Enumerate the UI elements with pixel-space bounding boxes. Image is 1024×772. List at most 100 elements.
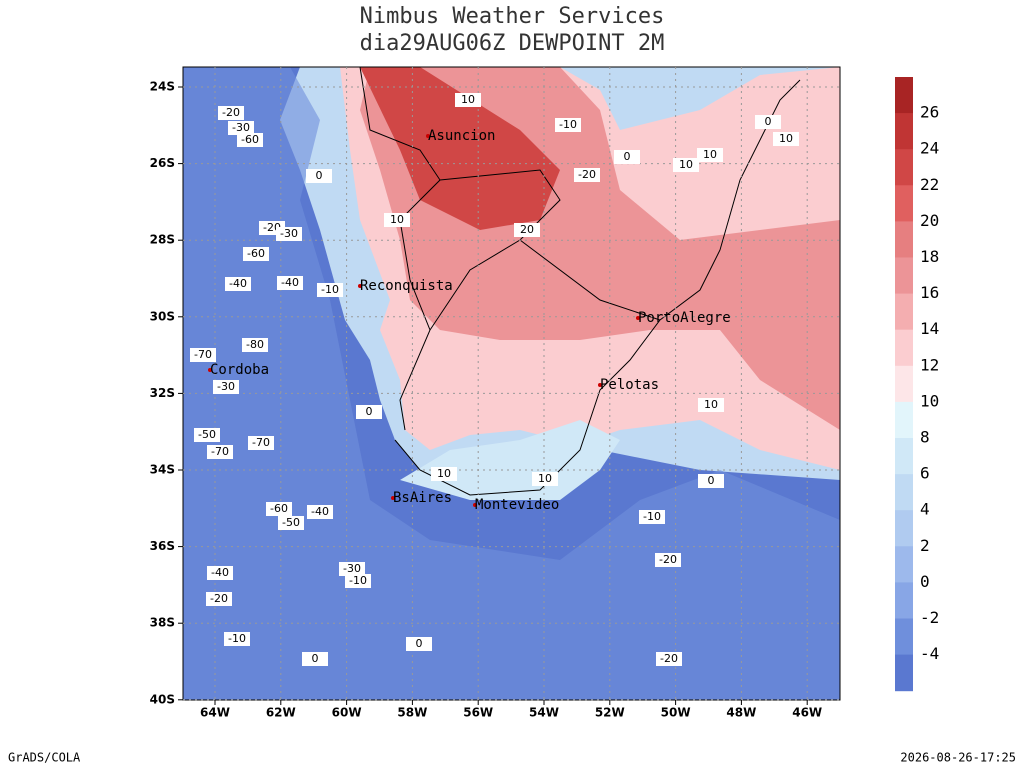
- coastline: [394, 79, 801, 496]
- contour-label-bg: [673, 158, 699, 172]
- contour-label: -10: [349, 574, 367, 587]
- contour-label-bg: [224, 632, 250, 646]
- city-name: Cordoba: [210, 362, 269, 378]
- contour-label: -20: [578, 168, 596, 181]
- contour-label-bg: [302, 652, 328, 666]
- lat-label: 34S: [150, 463, 175, 477]
- map-frame: [182, 66, 841, 701]
- colorbar-box: [895, 510, 913, 547]
- contour-label: 0: [765, 115, 772, 128]
- contour-label-bg: [698, 398, 724, 412]
- contour-label-bg: [655, 553, 681, 567]
- contour-label: -40: [211, 566, 229, 579]
- contour-label: -20: [660, 652, 678, 665]
- contour-label: -70: [194, 348, 212, 361]
- lon-label: 58W: [397, 706, 427, 720]
- lon-label: 46W: [792, 706, 822, 720]
- colorbar-box: [895, 365, 913, 403]
- contour-label-bg: [755, 115, 781, 129]
- colorbar-box: [895, 293, 913, 331]
- contour-label: 0: [624, 150, 631, 163]
- contour-label-bg: [532, 472, 558, 486]
- lat-label: 24S: [150, 80, 175, 94]
- lon-label: 52W: [595, 706, 625, 720]
- colorbar-label: 0: [920, 572, 930, 591]
- contour-label-bg: [207, 445, 233, 459]
- contour-label: 10: [538, 472, 552, 485]
- footer-right: 2026-08-26-17:25: [900, 751, 1016, 765]
- contour-label: 0: [312, 652, 319, 665]
- contour-label: -70: [211, 445, 229, 458]
- colorbar-box: [895, 618, 913, 656]
- contour-label-bg: [248, 436, 274, 450]
- contour-label: 0: [366, 405, 373, 418]
- lon-label: 62W: [266, 706, 296, 720]
- city-name: PortoAlegre: [638, 310, 731, 326]
- colorbar-label: 2: [920, 536, 930, 555]
- contour-label-bg: [384, 213, 410, 227]
- city-name: Montevideo: [475, 497, 559, 513]
- lon-label: 50W: [661, 706, 691, 720]
- contour-label: -20: [659, 553, 677, 566]
- city-name: BsAires: [393, 490, 452, 506]
- contour-label-bg: [339, 562, 365, 576]
- contour-label-bg: [266, 502, 292, 516]
- colorbar-label: 16: [920, 283, 939, 302]
- city-marker: [636, 316, 640, 320]
- city-name: Asuncion: [428, 128, 495, 144]
- contour-label: 10: [390, 213, 404, 226]
- colorbar-label: 8: [920, 428, 930, 447]
- contour-label-bg: [345, 574, 371, 588]
- city-name: Reconquista: [360, 278, 453, 294]
- contour-label-bg: [574, 168, 600, 182]
- colorbar-label: 4: [920, 500, 930, 519]
- colorbar-box: [895, 438, 913, 475]
- contour-label: -30: [280, 227, 298, 240]
- colorbar-label: 12: [920, 355, 939, 374]
- contour-label: 10: [779, 132, 793, 145]
- contour-label-bg: [194, 428, 220, 442]
- lon-label: 56W: [463, 706, 493, 720]
- contour-label: -40: [281, 276, 299, 289]
- contour-label: -10: [228, 632, 246, 645]
- contour-label-bg: [277, 276, 303, 290]
- contour-label: -20: [222, 106, 240, 119]
- contour-label-bg: [317, 283, 343, 297]
- lat-label: 40S: [150, 692, 175, 706]
- city-marker: [473, 503, 477, 507]
- contour-label-bg: [207, 566, 233, 580]
- colorbar-box: [895, 401, 913, 439]
- colorbar-box: [895, 474, 913, 511]
- colorbar-label: 10: [920, 391, 939, 410]
- contour-label-bg: [356, 405, 382, 419]
- contour-label: -30: [232, 121, 250, 134]
- lat-label: 26S: [150, 156, 175, 170]
- lat-label: 28S: [150, 233, 175, 247]
- contour-label: -50: [282, 516, 300, 529]
- contour-label-bg: [206, 592, 232, 606]
- colorbar-box: [895, 149, 913, 186]
- contour-label: -40: [311, 505, 329, 518]
- footer-left: GrADS/COLA: [8, 751, 81, 765]
- contour-label-bg: [614, 150, 640, 164]
- contour-label-bg: [190, 348, 216, 362]
- contour-label-bg: [697, 148, 723, 162]
- title: Nimbus Weather Services: [360, 4, 665, 29]
- contour-label-bg: [406, 637, 432, 651]
- city-marker: [391, 496, 395, 500]
- contour-label: -10: [559, 118, 577, 131]
- contour-label: 10: [437, 467, 451, 480]
- contour-label: -60: [270, 502, 288, 515]
- contour-label: -10: [643, 510, 661, 523]
- city-marker: [358, 284, 362, 288]
- contour-label-bg: [225, 277, 251, 291]
- city-marker: [208, 368, 212, 372]
- lon-label: 64W: [200, 706, 230, 720]
- colorbar-label: 18: [920, 247, 939, 266]
- contour-label: 0: [316, 169, 323, 182]
- contour-label-bg: [237, 133, 263, 147]
- contour-label: -30: [343, 562, 361, 575]
- contour-label: 0: [416, 637, 423, 650]
- colorbar-box: [895, 329, 913, 367]
- contour-label: 10: [703, 148, 717, 161]
